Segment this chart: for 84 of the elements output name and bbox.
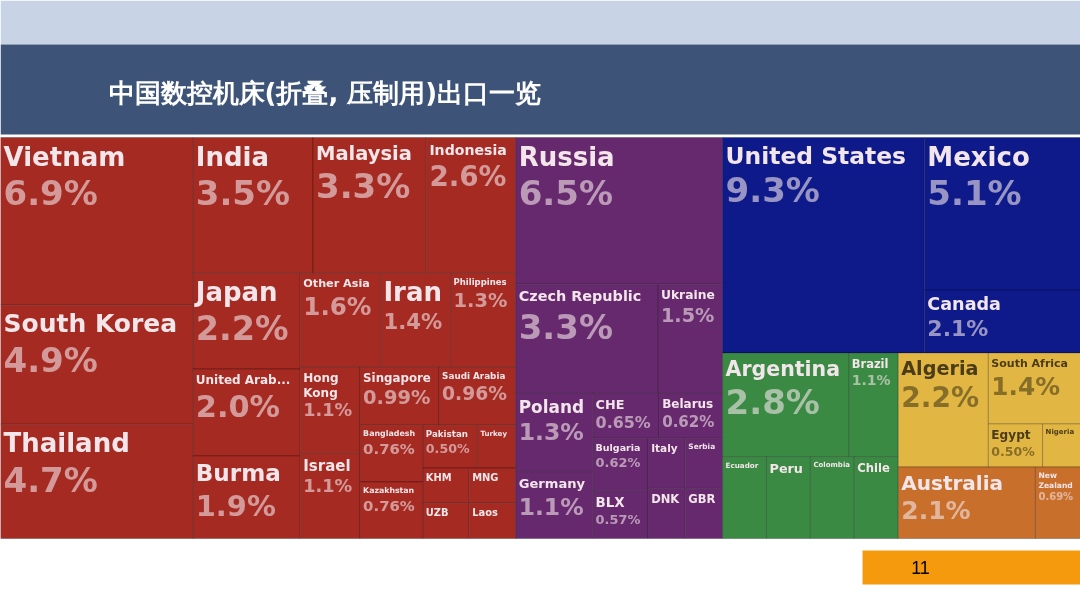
category-label: Russia bbox=[518, 141, 615, 172]
category-label: Hong Kong bbox=[303, 370, 339, 401]
category-label: United Arab... bbox=[195, 373, 291, 388]
data-label: 9.3% bbox=[725, 170, 820, 211]
data-label: 2.2% bbox=[901, 380, 980, 414]
category-label: Other Asia bbox=[303, 277, 370, 291]
data-label: 0.76% bbox=[363, 496, 415, 515]
category-label: GBR bbox=[688, 492, 716, 507]
category-label: Chile bbox=[857, 460, 891, 475]
category-label: Philippines bbox=[453, 277, 507, 288]
data-label: 6.5% bbox=[518, 173, 613, 214]
data-label: 1.1% bbox=[851, 372, 891, 389]
data-label: 1.6% bbox=[303, 292, 372, 322]
category-label: Egypt bbox=[991, 427, 1031, 442]
data-label: 2.2% bbox=[195, 309, 289, 349]
category-label: Burma bbox=[195, 459, 281, 486]
data-label: 0.50% bbox=[425, 441, 470, 457]
category-label: United States bbox=[725, 141, 906, 170]
data-label: 2.1% bbox=[901, 496, 971, 525]
data-label: 1.1% bbox=[303, 400, 353, 421]
data-label: 0.62% bbox=[595, 455, 641, 471]
data-label: 5.1% bbox=[927, 173, 1022, 214]
text: 11 bbox=[911, 558, 930, 578]
category-label: Belarus bbox=[662, 396, 714, 411]
data-label: 0.69% bbox=[1038, 490, 1074, 502]
data-label: 1.1% bbox=[303, 475, 353, 496]
category-label: Ukraine bbox=[660, 288, 715, 303]
data-label: 2.8% bbox=[725, 382, 820, 423]
data-label: 0.99% bbox=[363, 386, 431, 410]
category-label: Germany bbox=[518, 475, 586, 491]
data-label: 4.7% bbox=[3, 460, 98, 501]
data-label: 0.62% bbox=[662, 412, 715, 431]
data-label: 0.65% bbox=[595, 413, 651, 433]
data-label: 0.76% bbox=[363, 440, 415, 459]
category-label: MNG bbox=[472, 472, 499, 484]
category-label: Iran bbox=[383, 277, 442, 308]
category-label: Japan bbox=[193, 277, 278, 308]
category-label: Italy bbox=[651, 442, 678, 455]
data-label: 1.3% bbox=[453, 289, 508, 313]
data-label: 1.4% bbox=[991, 371, 1061, 401]
text: 中国数控机床(折叠, 压制用)出口一览 bbox=[108, 77, 542, 108]
category-label: Singapore bbox=[363, 370, 431, 385]
category-label: Peru bbox=[769, 460, 803, 476]
category-label: BLX bbox=[595, 494, 626, 510]
data-label: 1.3% bbox=[518, 418, 584, 447]
data-label: 4.9% bbox=[3, 339, 98, 380]
category-label: KHM bbox=[425, 472, 452, 484]
data-label: 3.3% bbox=[315, 165, 411, 206]
category-label: South Korea bbox=[3, 309, 178, 339]
category-label: Indonesia bbox=[429, 141, 507, 158]
data-label: 2.0% bbox=[195, 388, 281, 424]
data-label: 6.9% bbox=[3, 173, 98, 214]
category-label: Poland bbox=[518, 396, 584, 417]
data-label: 3.5% bbox=[195, 173, 291, 214]
category-label: Argentina bbox=[725, 356, 840, 381]
category-label: Bulgaria bbox=[595, 442, 641, 454]
category-label: Laos bbox=[472, 507, 499, 519]
category-label: Malaysia bbox=[315, 141, 412, 165]
data-label: 0.57% bbox=[595, 511, 641, 527]
data-label: 0.96% bbox=[442, 382, 508, 404]
category-label: Saudi Arabia bbox=[442, 370, 506, 381]
category-label: Israel bbox=[303, 456, 351, 475]
category-label: Pakistan bbox=[425, 429, 468, 440]
data-label: 2.6% bbox=[429, 159, 507, 193]
category-label: Mexico bbox=[927, 141, 1030, 172]
data-label: 3.3% bbox=[518, 306, 613, 347]
data-label: 0.50% bbox=[991, 443, 1036, 459]
data-label: 1.5% bbox=[660, 304, 715, 328]
category-label: Thailand bbox=[3, 428, 130, 459]
category-label: Canada bbox=[927, 294, 1001, 315]
category-label: UZB bbox=[425, 507, 449, 519]
category-label: Vietnam bbox=[3, 141, 126, 172]
data-label: 1.4% bbox=[383, 309, 443, 335]
data-label: 2.1% bbox=[927, 316, 989, 342]
category-label: Algeria bbox=[901, 356, 979, 380]
category-label: India bbox=[195, 141, 270, 172]
category-label: South Africa bbox=[991, 356, 1069, 370]
category-label: DNK bbox=[651, 492, 681, 507]
category-label: Czech Republic bbox=[518, 288, 642, 305]
category-label: Australia bbox=[901, 470, 1004, 495]
data-label: 1.1% bbox=[518, 492, 584, 521]
data-label: 1.9% bbox=[195, 488, 276, 523]
category-label: CHE bbox=[595, 396, 625, 412]
category-label: Brazil bbox=[851, 356, 889, 371]
